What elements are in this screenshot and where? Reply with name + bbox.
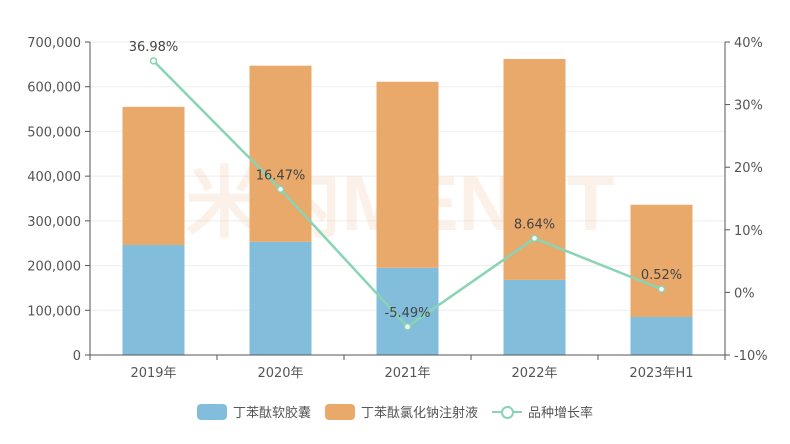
y-right-tick-label: 20% bbox=[734, 161, 763, 176]
growth-rate-label: 16.47% bbox=[256, 168, 306, 183]
bar-segment[interactable] bbox=[249, 65, 312, 242]
y-left-tick-label: 400,000 bbox=[27, 170, 81, 185]
legend-label: 丁苯酞软胶囊 bbox=[232, 406, 311, 421]
y-left-tick-label: 0 bbox=[73, 349, 81, 364]
bar-segment[interactable] bbox=[503, 279, 566, 355]
x-tick-label: 2019年 bbox=[130, 366, 176, 381]
y-left-tick-label: 600,000 bbox=[27, 81, 81, 96]
growth-rate-line: 36.98% 16.47% -5.49% 8.64% 0.52% bbox=[129, 40, 682, 331]
line-point[interactable] bbox=[149, 57, 158, 65]
axes: 0 100,000 200,000 300,000 400,000 500,000 600,… bbox=[27, 36, 767, 381]
line-point[interactable] bbox=[403, 323, 412, 331]
y-right-tick-label: 10% bbox=[734, 224, 763, 239]
x-tick-label: 2020年 bbox=[257, 366, 303, 381]
legend-label: 品种增长率 bbox=[528, 406, 594, 421]
legend-item-growth-rate[interactable]: 品种增长率 bbox=[492, 402, 593, 421]
growth-rate-label: -5.49% bbox=[385, 306, 431, 321]
line-point[interactable] bbox=[657, 285, 666, 293]
bar-segment[interactable] bbox=[630, 204, 693, 317]
y-right-tick-label: 0% bbox=[734, 286, 755, 301]
y-left-tick-label: 200,000 bbox=[27, 260, 81, 275]
y-left-tick-label: 700,000 bbox=[27, 36, 81, 51]
y-left-tick-label: 500,000 bbox=[27, 125, 81, 140]
y-right-tick-label: 40% bbox=[734, 36, 763, 51]
growth-rate-label: 36.98% bbox=[129, 40, 179, 55]
bar-segment[interactable] bbox=[122, 245, 185, 355]
legend-item-injection[interactable]: 丁苯酞氯化钠注射液 bbox=[324, 402, 478, 421]
line-marker-icon bbox=[492, 404, 522, 420]
y-left-tick-label: 100,000 bbox=[27, 304, 81, 319]
line-point[interactable] bbox=[530, 234, 539, 243]
line-point[interactable] bbox=[276, 185, 285, 194]
bar-segment[interactable] bbox=[630, 316, 693, 355]
bar-segment[interactable] bbox=[122, 106, 185, 246]
bar-segment[interactable] bbox=[249, 241, 312, 355]
y-right-tick-label: -10% bbox=[734, 349, 768, 364]
bar-segment[interactable] bbox=[376, 81, 439, 268]
y-right-tick-label: 30% bbox=[734, 99, 763, 114]
legend-label: 丁苯酞氯化钠注射液 bbox=[360, 406, 478, 421]
legend-item-capsule[interactable]: 丁苯酞软胶囊 bbox=[196, 402, 311, 421]
bar-segment[interactable] bbox=[503, 58, 566, 280]
x-tick-label: 2023年H1 bbox=[629, 366, 693, 381]
capsule-swatch-icon bbox=[196, 403, 227, 420]
growth-rate-label: 0.52% bbox=[641, 268, 682, 283]
y-left-tick-label: 300,000 bbox=[27, 215, 81, 230]
x-tick-label: 2022年 bbox=[511, 366, 557, 381]
legend: 丁苯酞软胶囊 丁苯酞氯化钠注射液 品种增长率 bbox=[0, 402, 790, 421]
injection-swatch-icon bbox=[324, 403, 355, 420]
growth-rate-label: 8.64% bbox=[514, 217, 555, 232]
x-tick-label: 2021年 bbox=[384, 366, 430, 381]
